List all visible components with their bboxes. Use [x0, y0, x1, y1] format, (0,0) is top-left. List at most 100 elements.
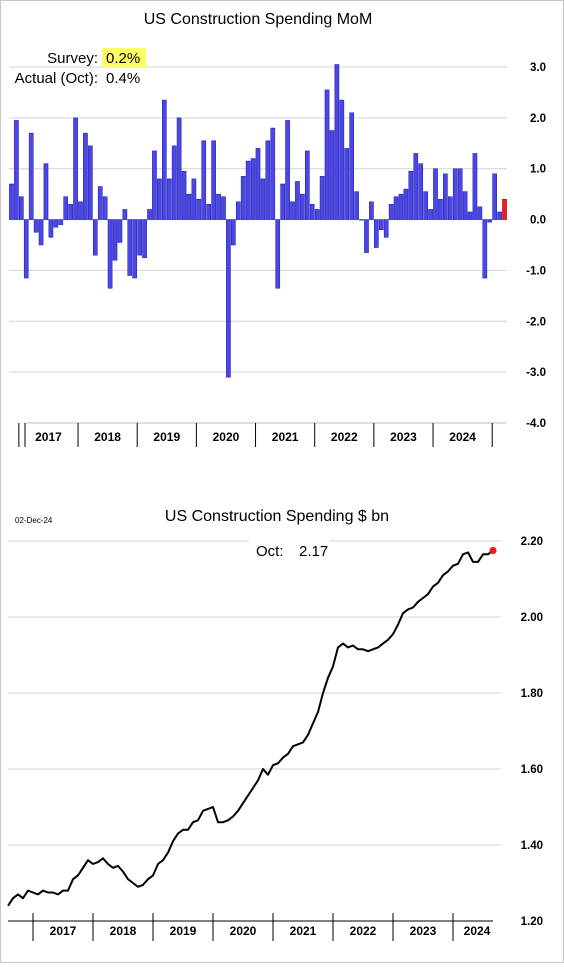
mom-bar [260, 178, 266, 220]
mom-bar [265, 140, 271, 220]
mom-bar [418, 163, 424, 220]
mom-bar [235, 201, 241, 220]
mom-year-label: 2023 [390, 430, 417, 444]
mom-bar [462, 191, 468, 220]
mom-bar [413, 153, 419, 220]
mom-bar [354, 191, 359, 220]
mom-bar [349, 112, 354, 220]
mom-bar [369, 201, 374, 220]
mom-bar [102, 196, 108, 220]
level-ytick-label: 1.60 [521, 764, 543, 776]
mom-bar [53, 219, 59, 228]
mom-bar [467, 211, 473, 220]
mom-bar [250, 158, 256, 220]
mom-bar [88, 145, 93, 220]
mom-bar [275, 219, 281, 289]
mom-bar [487, 219, 493, 223]
mom-bar [482, 219, 488, 279]
oct-label-box [249, 539, 329, 563]
mom-bar [196, 198, 202, 220]
oct-value: 2.17 [299, 543, 328, 560]
mom-bar [295, 181, 300, 220]
mom-bar [319, 176, 325, 220]
mom-x-axis: 2017 2018 2019 2020 2021 2022 2023 2024 [18, 422, 507, 447]
mom-bar [211, 140, 216, 220]
mom-bar [107, 219, 113, 289]
level-year-label: 2017 [50, 924, 77, 938]
level-ytick-label: 1.80 [521, 688, 543, 700]
mom-bar [497, 211, 502, 220]
mom-bar [300, 193, 305, 220]
level-x-axis: 2017 2018 2019 2020 2021 2022 2023 2024 [8, 913, 493, 941]
mom-bar [166, 178, 172, 220]
mom-year-label: 2017 [35, 430, 62, 444]
mom-bar [393, 196, 399, 220]
level-year-label: 2019 [170, 924, 197, 938]
mom-bar [388, 204, 394, 220]
mom-bar [423, 191, 428, 220]
mom-bar [216, 193, 221, 220]
mom-chart-title: US Construction Spending MoM [144, 11, 373, 28]
mom-bar [181, 171, 187, 220]
mom-bar [443, 173, 448, 220]
level-year-label: 2024 [464, 924, 491, 938]
mom-bar [447, 196, 453, 220]
mom-bar [132, 219, 138, 279]
level-year-label: 2023 [410, 924, 437, 938]
mom-bar [374, 219, 379, 248]
mom-bar [206, 204, 212, 220]
mom-bar [112, 219, 118, 261]
mom-bar [38, 219, 44, 246]
mom-ytick-label: 1.0 [530, 164, 546, 176]
mom-bar [245, 160, 251, 220]
mom-bar [137, 219, 142, 256]
mom-y-axis: 3.0 2.0 1.0 0.0 -1.0 -2.0 -3.0 -4.0 [526, 62, 546, 430]
level-ytick-label: 1.40 [521, 840, 543, 852]
mom-bar [176, 117, 182, 220]
mom-bar [492, 173, 497, 220]
actual-label: Actual (Oct): [15, 70, 98, 87]
mom-bar [73, 117, 78, 220]
mom-bar [344, 148, 350, 220]
mom-bar [171, 145, 177, 220]
mom-bar [457, 168, 463, 220]
mom-bar [186, 193, 192, 220]
mom-bar [378, 219, 384, 230]
mom-bar [92, 219, 98, 256]
mom-bar [97, 186, 103, 220]
mom-ytick-label: -2.0 [526, 316, 546, 328]
mom-bar [127, 219, 133, 276]
mom-bar [33, 219, 39, 233]
mom-bar [63, 196, 69, 220]
mom-bar [231, 219, 236, 246]
oct-label: Oct: [256, 543, 284, 560]
mom-bar [28, 132, 34, 220]
mom-bar [19, 196, 24, 220]
mom-bar [359, 219, 364, 221]
mom-bar [117, 219, 123, 243]
mom-bar [23, 219, 29, 279]
level-year-label: 2020 [230, 924, 257, 938]
level-year-label: 2018 [110, 924, 137, 938]
mom-bar [83, 132, 88, 220]
mom-bar [285, 120, 290, 220]
mom-bar [9, 183, 14, 220]
mom-bar-latest [502, 198, 507, 220]
mom-bar [162, 99, 167, 220]
survey-label: Survey: [47, 50, 98, 67]
actual-value: 0.4% [106, 70, 140, 87]
mom-bar [309, 204, 315, 220]
mom-bar [201, 140, 207, 220]
mom-bar [428, 209, 433, 220]
mom-bar [472, 153, 478, 220]
mom-year-label: 2022 [331, 430, 358, 444]
mom-bars [9, 64, 507, 378]
mom-bar [191, 178, 197, 220]
mom-bar [68, 204, 73, 220]
mom-ytick-label: -4.0 [526, 418, 546, 430]
mom-bar [152, 150, 157, 220]
survey-value: 0.2% [106, 50, 140, 67]
mom-chart: US Construction Spending MoM 3.0 2.0 1.0 0.… [9, 11, 546, 447]
